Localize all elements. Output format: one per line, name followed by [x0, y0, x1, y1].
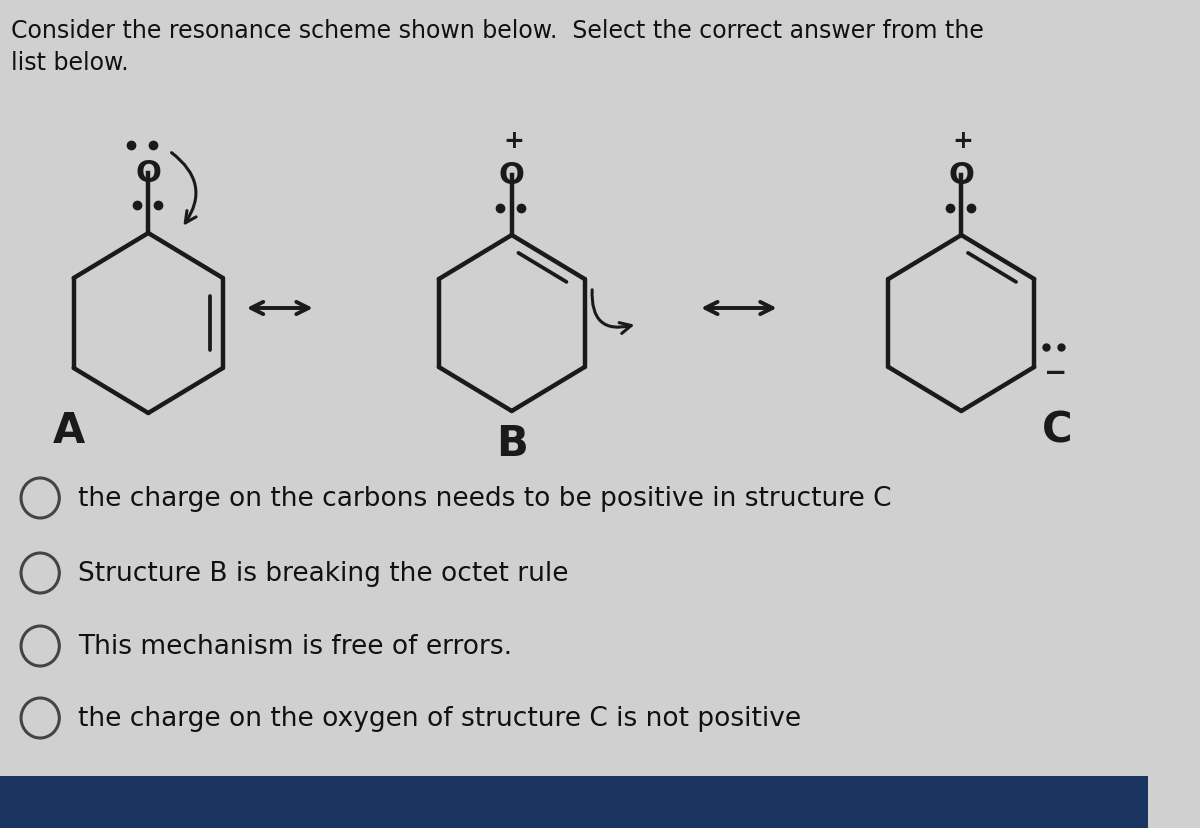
Text: O: O: [948, 161, 974, 190]
Text: −: −: [1044, 359, 1067, 387]
Text: list below.: list below.: [12, 51, 130, 75]
Text: A: A: [53, 410, 85, 451]
Text: O: O: [136, 159, 161, 188]
Text: Consider the resonance scheme shown below.  Select the correct answer from the: Consider the resonance scheme shown belo…: [12, 19, 984, 43]
Text: Structure B is breaking the octet rule: Structure B is breaking the octet rule: [78, 561, 569, 586]
Text: the charge on the carbons needs to be positive in structure C: the charge on the carbons needs to be po…: [78, 485, 892, 512]
Text: +: +: [953, 129, 973, 153]
Bar: [0, 776, 1148, 828]
Text: This mechanism is free of errors.: This mechanism is free of errors.: [78, 633, 512, 659]
Text: O: O: [499, 161, 524, 190]
Text: B: B: [496, 422, 528, 465]
Text: C: C: [1042, 410, 1073, 451]
Text: +: +: [503, 129, 524, 153]
Text: the charge on the oxygen of structure C is not positive: the charge on the oxygen of structure C …: [78, 705, 802, 731]
